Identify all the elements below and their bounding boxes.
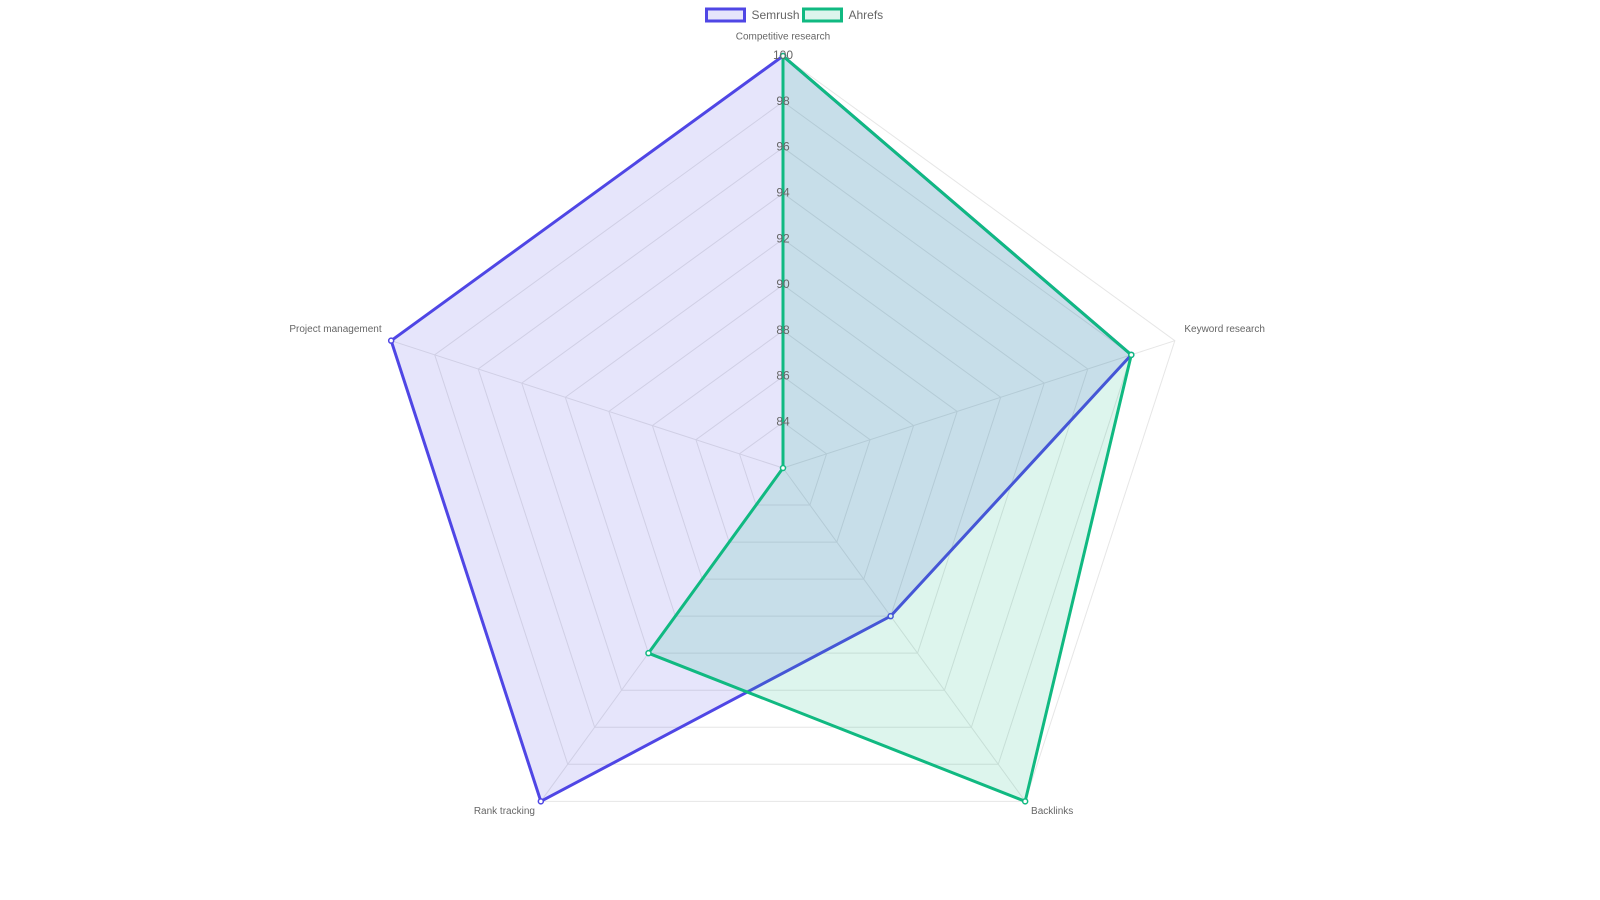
grid-ring [651,330,915,580]
data-point [1021,798,1029,805]
legend-swatch [802,7,843,23]
data-point [779,464,787,472]
grid-ring [434,101,1132,765]
r-tick-label: 96 [776,140,790,154]
legend-label: Semrush [752,8,800,22]
category-label: Competitive research [736,32,830,43]
legend-swatch [705,7,746,23]
legend: Semrush Ahrefs [705,7,884,23]
r-tick-label: 100 [773,48,793,62]
series-area [646,54,1133,803]
data-point [645,649,652,657]
r-tick-label: 84 [776,414,790,428]
labels: 84 86 88 90 92 94 96 98 100 Competitive research K… [289,32,1265,817]
data-point [387,337,395,344]
r-tick-label: 88 [776,323,790,337]
r-tick-label: 92 [776,231,790,245]
grid-ring [608,284,958,617]
category-label: Rank tracking [474,806,535,817]
grid-ring [695,375,871,543]
spoke [782,467,1026,802]
grid-ring [477,146,1089,728]
marks [387,52,1135,805]
category-label: Project management [289,324,381,335]
grid-ring [564,238,1002,654]
grid-ring [738,421,828,506]
data-point [1128,351,1135,359]
legend-label: Ahrefs [849,8,884,22]
r-tick-label: 86 [776,369,790,383]
category-label: Keyword research [1184,324,1265,335]
data-point [779,52,787,60]
spoke [782,340,1175,469]
grid-ring [521,192,1045,691]
category-label: Backlinks [1031,806,1073,817]
data-point [887,612,894,620]
r-tick-label: 90 [776,277,790,291]
spoke [391,340,784,469]
r-tick-label: 98 [776,94,790,108]
r-tick-label: 94 [776,186,790,200]
data-point [537,798,545,805]
